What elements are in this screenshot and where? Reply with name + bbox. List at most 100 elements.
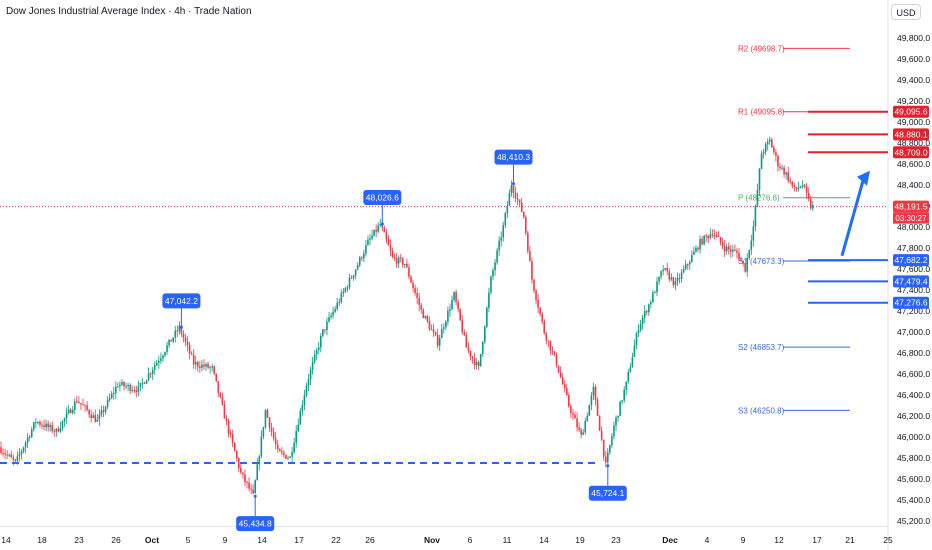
candle-body xyxy=(588,405,591,416)
candle-body xyxy=(178,325,181,332)
price-callout xyxy=(162,293,201,309)
candle-body xyxy=(133,390,136,392)
candle-body xyxy=(600,430,603,440)
candle-body xyxy=(604,456,607,463)
candle-body xyxy=(414,288,416,294)
candle-body xyxy=(285,454,287,459)
candle-body xyxy=(340,293,343,303)
candle-body xyxy=(594,386,597,400)
candle-body xyxy=(92,415,95,418)
candle-body xyxy=(164,352,166,356)
y-tick-label: 48,400.0 xyxy=(897,180,930,190)
candle-body xyxy=(762,152,765,154)
candle-body xyxy=(338,302,341,304)
candle-body xyxy=(336,302,338,309)
candle-body xyxy=(447,310,449,322)
candle-body xyxy=(135,390,138,393)
candle-body xyxy=(791,181,794,186)
candle-body xyxy=(781,167,783,169)
candle-body xyxy=(88,410,90,415)
candle-body xyxy=(283,452,285,455)
candle-body xyxy=(473,358,476,366)
candle-body xyxy=(764,144,767,153)
candle-body xyxy=(668,271,671,280)
candle-body xyxy=(471,356,474,359)
candle-body xyxy=(736,250,738,253)
candle-body xyxy=(625,381,628,390)
candle-body xyxy=(490,276,492,293)
candle-body xyxy=(777,155,779,167)
candle-body xyxy=(518,199,521,203)
candle-body xyxy=(256,464,259,481)
candle-body xyxy=(156,362,158,366)
candle-body xyxy=(717,235,720,238)
candle-body xyxy=(402,258,404,265)
y-tick-label: 48,000.0 xyxy=(897,222,930,232)
candle-body xyxy=(397,257,400,264)
candle-body xyxy=(213,366,215,374)
x-tick-label: 21 xyxy=(845,535,855,545)
candle-body xyxy=(108,398,111,400)
candle-body xyxy=(512,185,515,193)
candle-body xyxy=(689,262,691,265)
candle-body xyxy=(30,429,33,437)
candle-body xyxy=(373,229,375,236)
candle-body xyxy=(147,373,150,381)
candle-body xyxy=(211,366,213,368)
candle-body xyxy=(395,258,398,264)
candle-body xyxy=(389,245,392,252)
candle-body xyxy=(701,238,703,245)
candle-body xyxy=(432,329,435,332)
candle-body xyxy=(779,166,781,169)
price-callout xyxy=(236,516,275,532)
candle-body xyxy=(242,472,244,475)
candle-body xyxy=(633,345,636,357)
candle-body xyxy=(486,307,488,327)
candle-body xyxy=(246,481,248,483)
candle-body xyxy=(49,425,51,428)
candle-body xyxy=(453,292,455,301)
candle-body xyxy=(586,415,589,421)
candle-body xyxy=(500,237,502,241)
candle-body xyxy=(262,426,265,437)
candle-body xyxy=(461,320,464,333)
chart-title: Dow Jones Industrial Average Index · 4h … xyxy=(6,6,252,17)
candle-body xyxy=(660,271,662,277)
candle-body xyxy=(812,204,814,209)
candle-body xyxy=(37,421,39,423)
candle-body xyxy=(477,362,480,366)
candle-body xyxy=(100,410,103,415)
candle-body xyxy=(309,369,312,380)
candle-body xyxy=(123,382,125,387)
currency-button[interactable]: USD xyxy=(891,4,921,20)
candle-body xyxy=(176,330,179,332)
candle-body xyxy=(578,427,580,430)
candle-body xyxy=(361,257,363,259)
candle-body xyxy=(752,226,755,241)
x-tick-label: 17 xyxy=(812,535,822,545)
candle-body xyxy=(547,340,550,342)
candle-body xyxy=(248,482,250,489)
candle-body xyxy=(662,269,664,272)
candle-body xyxy=(139,383,142,387)
candle-body xyxy=(672,277,675,285)
candle-body xyxy=(190,353,193,355)
candle-body xyxy=(469,350,472,357)
candle-body xyxy=(756,189,759,206)
candle-body xyxy=(574,414,576,419)
x-tick-label: 11 xyxy=(503,535,512,545)
candle-body xyxy=(543,321,546,334)
candle-body xyxy=(713,235,716,237)
candle-body xyxy=(654,292,656,294)
candle-body xyxy=(705,235,707,237)
candle-body xyxy=(545,333,548,341)
candle-body xyxy=(418,298,420,306)
y-tick-label: 47,000.0 xyxy=(897,327,930,337)
x-tick-label: 26 xyxy=(111,535,121,545)
candle-body xyxy=(313,354,316,363)
y-tick-label: 49,200.0 xyxy=(897,96,930,106)
x-tick-label: 14 xyxy=(539,535,549,545)
candle-body xyxy=(455,292,457,303)
candle-body xyxy=(744,263,746,272)
